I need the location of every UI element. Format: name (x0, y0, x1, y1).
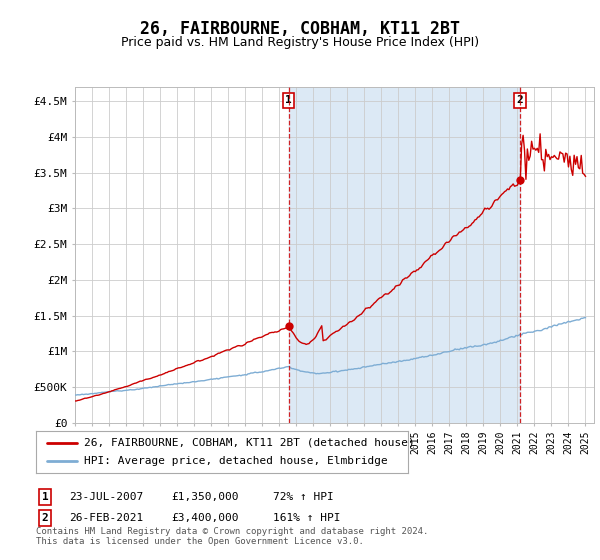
Text: 161% ↑ HPI: 161% ↑ HPI (273, 513, 341, 523)
Text: £1,350,000: £1,350,000 (171, 492, 238, 502)
Text: £3,400,000: £3,400,000 (171, 513, 238, 523)
Text: 23-JUL-2007: 23-JUL-2007 (69, 492, 143, 502)
Text: 26, FAIRBOURNE, COBHAM, KT11 2BT: 26, FAIRBOURNE, COBHAM, KT11 2BT (140, 20, 460, 38)
Text: 26-FEB-2021: 26-FEB-2021 (69, 513, 143, 523)
Text: 72% ↑ HPI: 72% ↑ HPI (273, 492, 334, 502)
Text: 26, FAIRBOURNE, COBHAM, KT11 2BT (detached house): 26, FAIRBOURNE, COBHAM, KT11 2BT (detach… (85, 438, 415, 448)
Text: 1: 1 (41, 492, 49, 502)
Text: Contains HM Land Registry data © Crown copyright and database right 2024.
This d: Contains HM Land Registry data © Crown c… (36, 526, 428, 546)
Text: Price paid vs. HM Land Registry's House Price Index (HPI): Price paid vs. HM Land Registry's House … (121, 36, 479, 49)
Text: 2: 2 (517, 95, 523, 105)
Text: HPI: Average price, detached house, Elmbridge: HPI: Average price, detached house, Elmb… (85, 456, 388, 466)
Bar (289, 87, 520, 423)
Text: 1: 1 (285, 95, 292, 105)
Text: 2: 2 (41, 513, 49, 523)
